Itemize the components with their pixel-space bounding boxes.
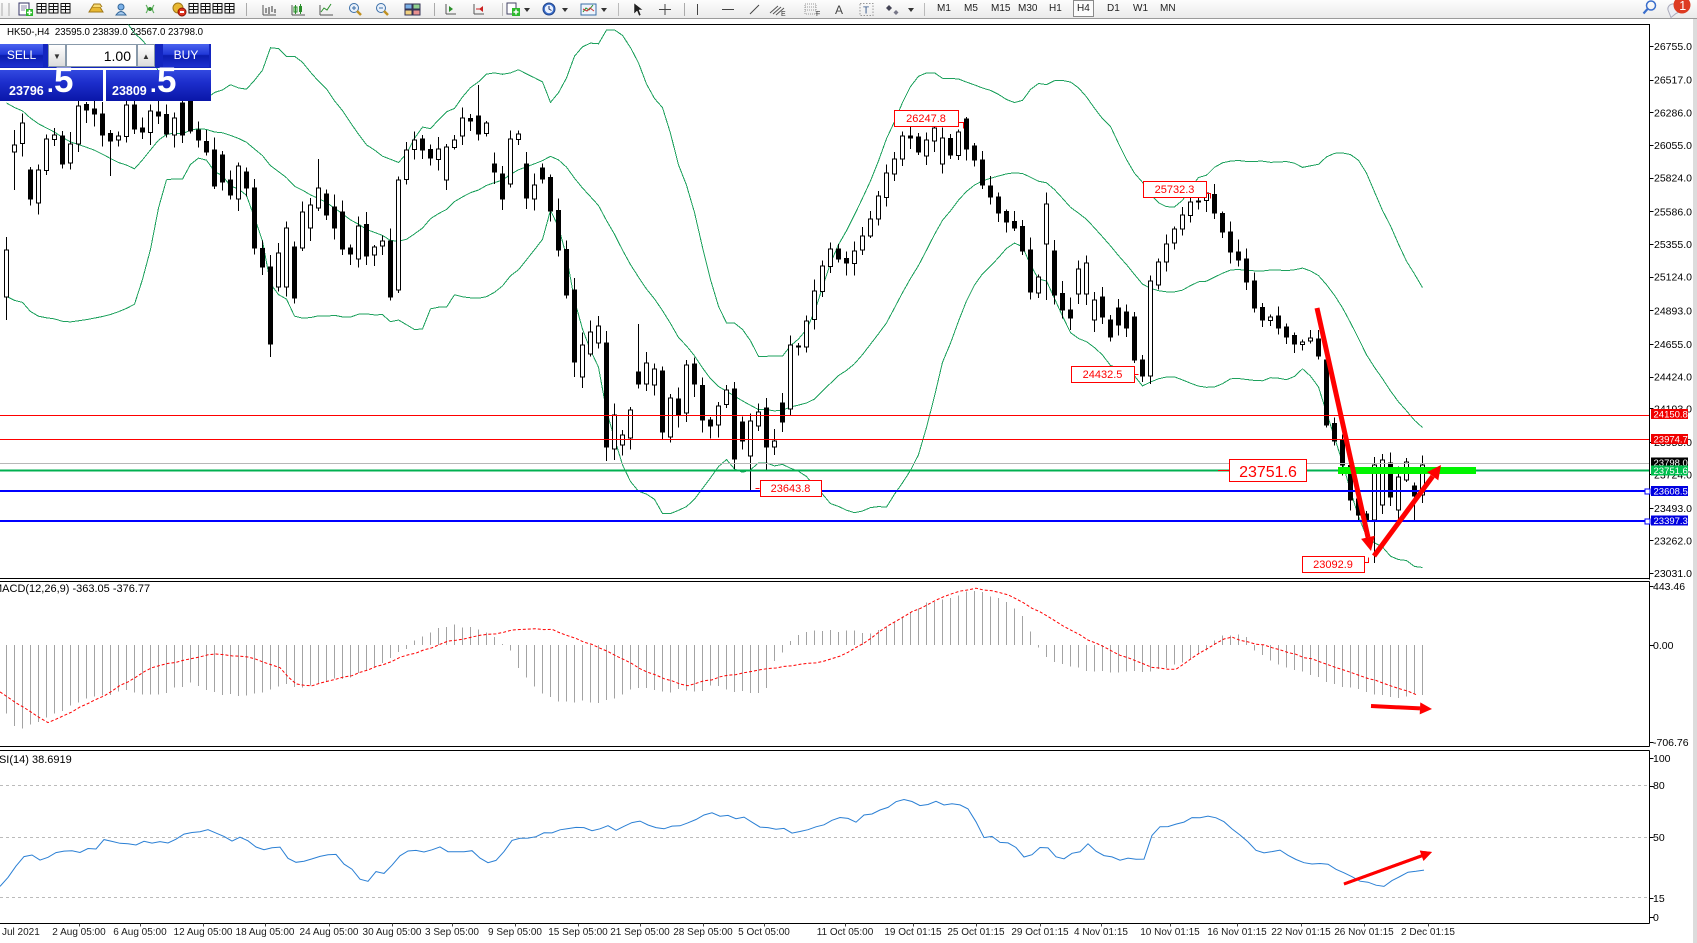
- svg-text:9 Sep 05:00: 9 Sep 05:00: [488, 927, 542, 938]
- svg-text:12 Aug 05:00: 12 Aug 05:00: [174, 927, 233, 938]
- svg-text:4 Nov 01:15: 4 Nov 01:15: [1074, 927, 1128, 938]
- svg-text:25124.0: 25124.0: [1654, 272, 1692, 284]
- svg-text:MACD(12,26,9) -363.05 -376.77: MACD(12,26,9) -363.05 -376.77: [0, 583, 150, 595]
- svg-text:23974.7: 23974.7: [1654, 435, 1688, 446]
- svg-text:2 Dec 01:15: 2 Dec 01:15: [1401, 927, 1455, 938]
- svg-text:11 Oct 05:00: 11 Oct 05:00: [817, 927, 874, 938]
- svg-text:23397.3: 23397.3: [1654, 516, 1688, 527]
- svg-text:21 Sep 05:00: 21 Sep 05:00: [610, 927, 670, 938]
- svg-text:26517.0: 26517.0: [1654, 75, 1692, 87]
- svg-text:Jul 2021: Jul 2021: [2, 927, 40, 938]
- svg-text:RSI(14) 38.6919: RSI(14) 38.6919: [0, 754, 72, 766]
- svg-text:100: 100: [1653, 753, 1671, 765]
- svg-text:10 Nov 01:15: 10 Nov 01:15: [1140, 927, 1200, 938]
- svg-text:16 Nov 01:15: 16 Nov 01:15: [1207, 927, 1267, 938]
- svg-text:24 Aug 05:00: 24 Aug 05:00: [300, 927, 359, 938]
- svg-text:25 Oct 01:15: 25 Oct 01:15: [947, 927, 1005, 938]
- svg-text:18 Aug 05:00: 18 Aug 05:00: [236, 927, 295, 938]
- svg-text:15: 15: [1653, 893, 1665, 905]
- svg-text:15 Sep 05:00: 15 Sep 05:00: [548, 927, 608, 938]
- svg-text:24893.0: 24893.0: [1654, 305, 1692, 317]
- svg-text:23031.0: 23031.0: [1654, 568, 1692, 580]
- svg-text:443.46: 443.46: [1653, 581, 1685, 593]
- svg-text:23092.9: 23092.9: [1313, 559, 1353, 571]
- svg-text:0.00: 0.00: [1653, 640, 1674, 652]
- svg-text:26286.0: 26286.0: [1654, 107, 1692, 119]
- svg-text:23493.0: 23493.0: [1654, 503, 1692, 515]
- svg-text:26055.0: 26055.0: [1654, 140, 1692, 152]
- svg-text:23751.6: 23751.6: [1654, 466, 1688, 477]
- svg-text:80: 80: [1653, 780, 1665, 792]
- svg-text:T: T: [863, 6, 869, 17]
- svg-text:25586.0: 25586.0: [1654, 206, 1692, 218]
- svg-text:5 Oct 05:00: 5 Oct 05:00: [738, 927, 790, 938]
- svg-text:23608.5: 23608.5: [1654, 486, 1688, 497]
- svg-text:28 Sep 05:00: 28 Sep 05:00: [673, 927, 733, 938]
- svg-text:6 Aug 05:00: 6 Aug 05:00: [113, 927, 167, 938]
- svg-text:0: 0: [1653, 912, 1659, 924]
- svg-text:23798.0: 23798.0: [1654, 458, 1688, 469]
- svg-text:E: E: [781, 11, 786, 18]
- svg-text:26247.8: 26247.8: [906, 113, 946, 125]
- svg-text:22 Nov 01:15: 22 Nov 01:15: [1271, 927, 1331, 938]
- svg-text:26 Nov 01:15: 26 Nov 01:15: [1334, 927, 1394, 938]
- svg-text:2 Aug 05:00: 2 Aug 05:00: [52, 927, 106, 938]
- svg-text:HK50-,H4 23595.0 23839.0 2356: HK50-,H4 23595.0 23839.0 23567.0 23798.0: [7, 27, 204, 38]
- svg-text:F: F: [816, 11, 820, 18]
- svg-text:29 Oct 01:15: 29 Oct 01:15: [1011, 927, 1069, 938]
- svg-text:30 Aug 05:00: 30 Aug 05:00: [363, 927, 422, 938]
- svg-text:25732.3: 25732.3: [1155, 184, 1195, 196]
- svg-text:24655.0: 24655.0: [1654, 339, 1692, 351]
- svg-text:26755.0: 26755.0: [1654, 41, 1692, 53]
- svg-text:25824.0: 25824.0: [1654, 173, 1692, 185]
- svg-text:23643.8: 23643.8: [771, 483, 811, 495]
- svg-text:-706.76: -706.76: [1653, 737, 1689, 749]
- svg-text:24432.5: 24432.5: [1083, 369, 1123, 381]
- svg-text:3 Sep 05:00: 3 Sep 05:00: [425, 927, 479, 938]
- svg-text:19 Oct 01:15: 19 Oct 01:15: [884, 927, 942, 938]
- svg-text:23262.0: 23262.0: [1654, 535, 1692, 547]
- svg-text:A: A: [835, 3, 843, 17]
- svg-text:50: 50: [1653, 832, 1665, 844]
- svg-text:24424.0: 24424.0: [1654, 372, 1692, 384]
- svg-text:23751.6: 23751.6: [1239, 464, 1297, 481]
- svg-text:25355.0: 25355.0: [1654, 239, 1692, 251]
- svg-text:1: 1: [1679, 0, 1686, 13]
- svg-text:24150.8: 24150.8: [1654, 410, 1688, 421]
